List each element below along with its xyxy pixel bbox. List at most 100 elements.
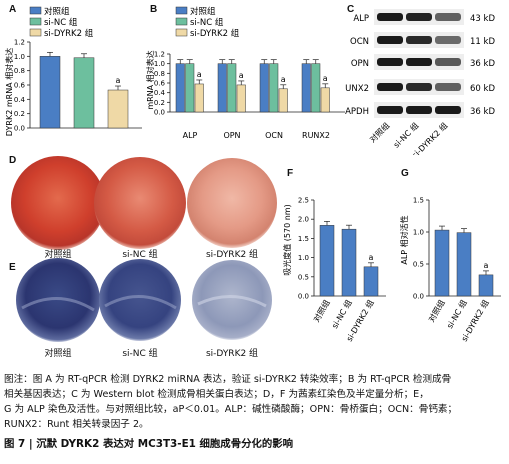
wb-kd-label: 36 kD xyxy=(470,59,495,69)
dish-e-label-control: 对照组 xyxy=(44,349,72,359)
chart-f-ytick-label: 0.5 xyxy=(298,273,309,281)
chart-b-2-2-bar xyxy=(278,88,288,113)
dish-e-sinc xyxy=(99,259,181,341)
chart-b-1-2-sig-label: a xyxy=(239,71,244,80)
dish-e-sidyrk2 xyxy=(192,260,272,340)
chart-a-ytick-label: 0.6 xyxy=(14,82,26,90)
caption-line-3: G 为 ALP 染色及活性。与对照组比较，aP＜0.01。ALP：碱性磷酸酶；O… xyxy=(4,404,458,415)
legend-b-swatch-sinc xyxy=(175,17,188,26)
legend-a-sidyrk2: si-DYRK2 组 xyxy=(44,28,94,39)
legend-a-swatch-control xyxy=(29,6,42,15)
chart-a: 对照组 si-NC 组 si-DYRK2 组 DYRK2 mRNA 相对表达 0… xyxy=(4,6,142,136)
chart-b-3-2-bar xyxy=(320,87,330,113)
chart-f-ytick-label: 2.0 xyxy=(298,216,309,224)
panel-label-a: A xyxy=(9,4,17,15)
wb-kd-label: 43 kD xyxy=(470,14,495,24)
alizarin-dishes xyxy=(11,156,277,250)
axis-a-ylabel: DYRK2 mRNA 相对表达 xyxy=(4,48,14,136)
wb-band xyxy=(435,36,461,44)
axis-b-ylabel: mRNA 相对表达 xyxy=(145,50,155,109)
wb-band xyxy=(435,83,461,91)
chart-f-category-label: si-NC 组 xyxy=(329,298,353,330)
dish-d-label-sidyrk2: si-DYRK2 组 xyxy=(205,250,259,260)
western-blot: ALP 43 kD OCN 11 kD OPN 36 kD RUNX2 60 kD GAPDH 3… xyxy=(345,9,495,155)
wb-lane-label: si-NC 组 xyxy=(391,120,420,149)
chart-b-ytick-label: 0.0 xyxy=(154,109,165,117)
legend-a-sinc: si-NC 组 xyxy=(44,17,78,28)
chart-a-2-bar xyxy=(107,89,129,129)
wb-lane-label: 对照组 xyxy=(367,120,391,144)
chart-b-1-0-bar xyxy=(217,63,227,113)
wb-band xyxy=(435,13,461,21)
chart-f: 吸光度值 (570 nm) 0.0 0.5 1.0 1.5 2.0 2.5 对照组si-NC… xyxy=(282,197,386,343)
wb-band xyxy=(406,83,432,91)
wb-band xyxy=(435,58,461,66)
chart-f-ytick-label: 1.0 xyxy=(298,254,309,262)
chart-f-1-bar xyxy=(341,228,357,297)
wb-band xyxy=(406,58,432,66)
chart-b-3-2-sig-label: a xyxy=(323,74,328,83)
axis-f-ylabel: 吸光度值 (570 nm) xyxy=(282,204,292,275)
wb-band xyxy=(377,13,403,21)
chart-a-ytick-label: 0.0 xyxy=(14,125,25,133)
dish-d-label-sinc: si-NC 组 xyxy=(122,250,158,260)
chart-b-2-0-bar xyxy=(259,63,269,113)
alp-dishes xyxy=(16,258,272,342)
chart-b-ytick-label: 0.8 xyxy=(154,70,165,78)
chart-b-ytick-label: 1.0 xyxy=(154,60,165,68)
wb-protein-label: RUNX2 xyxy=(345,84,369,94)
chart-b-ytick-label: 0.2 xyxy=(154,99,165,107)
chart-b-ytick-label: 0.4 xyxy=(154,89,166,97)
chart-a-ytick-label: 0.2 xyxy=(14,110,25,118)
dish-d-sinc xyxy=(94,157,186,249)
legend-b-swatch-control xyxy=(175,6,188,15)
chart-b-0-2-bar xyxy=(194,83,204,113)
chart-b-2-1-bar xyxy=(269,63,279,113)
chart-b-0-1-bar xyxy=(185,63,195,113)
legend-b-sinc: si-NC 组 xyxy=(190,17,224,28)
legend-b-swatch-sidyrk2 xyxy=(175,28,188,37)
wb-band xyxy=(406,13,432,21)
chart-b-3-0-bar xyxy=(301,63,311,113)
panel-label-b: B xyxy=(150,4,158,15)
chart-b: 对照组 si-NC 组 si-DYRK2 组 mRNA 相对表达 0.0 0.2 0… xyxy=(145,6,345,140)
wb-protein-label: OCN xyxy=(350,37,369,47)
chart-f-2-sig-label: a xyxy=(369,253,374,262)
wb-band xyxy=(377,58,403,66)
legend-a-control: 对照组 xyxy=(44,6,70,17)
wb-protein-label: OPN xyxy=(351,59,369,69)
legend-b-control: 对照组 xyxy=(190,6,216,17)
chart-b-ytick-label: 0.6 xyxy=(154,80,166,88)
chart-b-0-2-sig-label: a xyxy=(197,70,202,79)
chart-g-2-bar xyxy=(478,274,494,297)
wb-band xyxy=(435,106,461,114)
chart-b-category-label: RUNX2 xyxy=(302,131,330,140)
chart-f-ytick-label: 1.5 xyxy=(298,235,309,243)
caption-line-4: RUNX2：Runt 相关转录因子 2。 xyxy=(4,419,149,430)
chart-f-category-label: 对照组 xyxy=(311,298,332,324)
chart-g-ytick-label: 0.5 xyxy=(413,261,424,269)
panel-label-e: E xyxy=(9,262,16,273)
legend-b-sidyrk2: si-DYRK2 组 xyxy=(190,28,240,39)
axis-g-ylabel: ALP 相对活性 xyxy=(399,215,409,264)
chart-b-1-2-bar xyxy=(236,84,246,113)
wb-kd-label: 36 kD xyxy=(470,107,495,117)
chart-f-ytick-label: 0.0 xyxy=(298,293,309,301)
chart-b-0-0-bar xyxy=(175,63,185,113)
panel-label-f: F xyxy=(287,168,294,179)
chart-g-category-label: 对照组 xyxy=(426,298,447,324)
caption-line-1: 图注：图 A 为 RT-qPCR 检测 DYRK2 miRNA 表达，验证 si… xyxy=(4,374,452,385)
chart-a-ytick-label: 1.0 xyxy=(14,53,25,61)
chart-g-category-label: si-NC 组 xyxy=(444,298,468,330)
wb-band xyxy=(377,36,403,44)
wb-kd-label: 60 kD xyxy=(470,84,495,94)
chart-a-2-sig-label: a xyxy=(116,76,121,85)
wb-protein-label: ALP xyxy=(353,14,369,24)
wb-band xyxy=(377,83,403,91)
panel-label-g: G xyxy=(401,168,409,179)
chart-g-0-bar xyxy=(434,229,450,297)
wb-kd-label: 11 kD xyxy=(470,37,495,47)
dish-d-sidyrk2 xyxy=(187,158,277,248)
legend-a-swatch-sidyrk2 xyxy=(29,28,42,37)
